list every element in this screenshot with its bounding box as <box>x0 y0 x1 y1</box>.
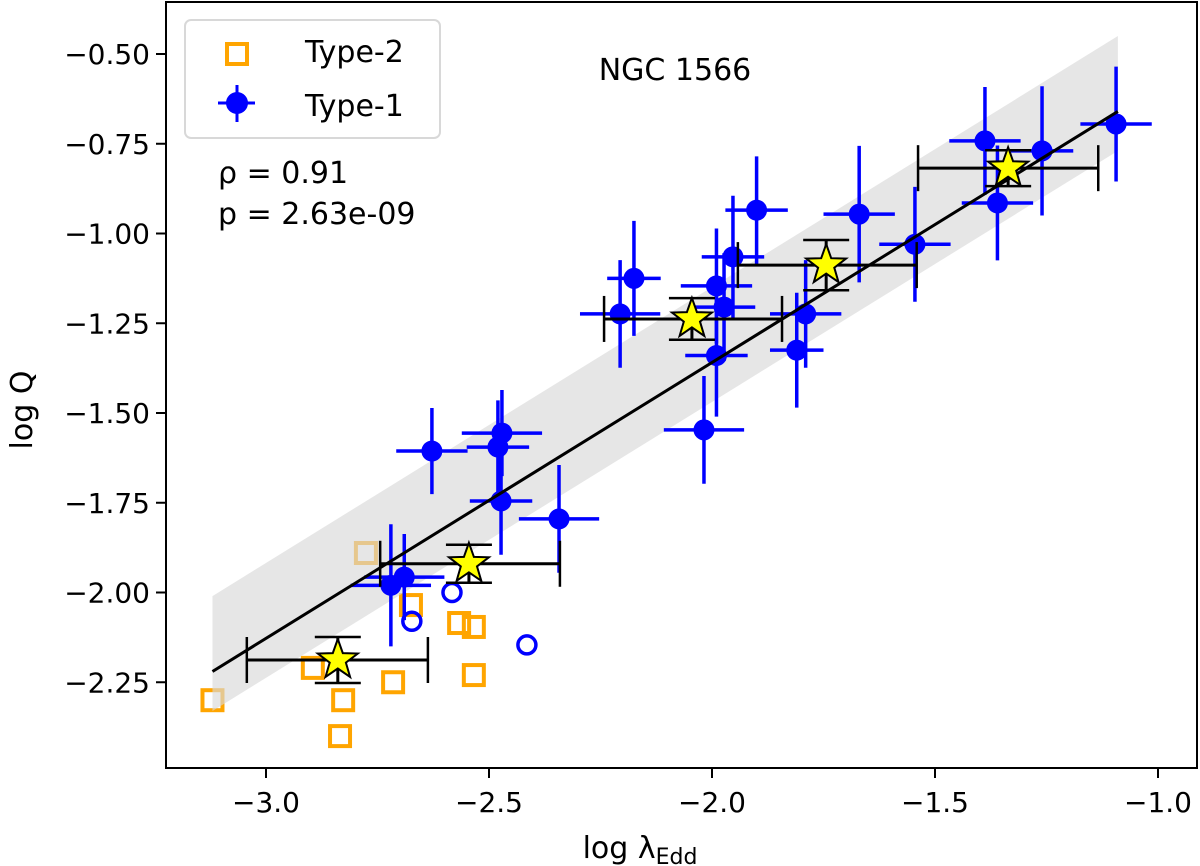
binned-star-point <box>736 238 918 292</box>
type1-point <box>692 253 756 361</box>
type1-marker <box>848 203 870 225</box>
type1-point <box>725 156 788 265</box>
type1-point <box>949 87 1021 195</box>
star-marker <box>314 636 361 680</box>
binned-star-point <box>378 539 562 587</box>
type1-marker <box>713 296 735 318</box>
type1-marker <box>986 192 1008 214</box>
x-tick-label: −1.5 <box>901 786 969 819</box>
type1-marker <box>693 419 715 441</box>
type1-point <box>350 524 432 647</box>
star-marker <box>985 144 1031 188</box>
y-tick-label: −1.50 <box>64 397 150 430</box>
y-tick-label: −2.25 <box>64 666 150 699</box>
plot-frame <box>165 1 1198 769</box>
type1-point <box>1080 66 1152 182</box>
type1-point <box>685 294 748 417</box>
type1-marker <box>786 339 808 361</box>
type1-marker <box>974 130 996 152</box>
binned-star-point <box>245 635 430 685</box>
type1-marker <box>609 303 631 325</box>
type1-point <box>396 407 468 495</box>
binned-star-point <box>916 144 1100 192</box>
y-tick-label: −1.75 <box>64 487 150 520</box>
binned-star-point <box>602 294 784 342</box>
x-tick-label: −2.5 <box>455 786 523 819</box>
type1-marker <box>1105 113 1127 135</box>
type2-point <box>381 670 406 695</box>
open-circle-point <box>441 581 463 604</box>
x-tick-label: −1.0 <box>1124 786 1192 819</box>
legend-type1-marker <box>218 85 255 122</box>
type1-point <box>607 220 661 336</box>
p-value-annotation: p = 2.63e-09 <box>218 197 416 232</box>
y-tick-label: −1.25 <box>64 307 150 340</box>
y-tick-label: −1.00 <box>64 218 150 251</box>
type2-point <box>328 724 353 749</box>
type1-point <box>466 400 530 494</box>
type2-point <box>461 663 486 688</box>
legend-type1-label: Type-1 <box>304 89 404 124</box>
fit-line <box>211 110 1119 673</box>
type2-point <box>331 688 356 713</box>
type2-point <box>398 593 423 618</box>
type1-marker <box>487 436 509 458</box>
rho-annotation: ρ = 0.91 <box>218 156 348 191</box>
x-tick-label: −3.0 <box>232 786 300 819</box>
type2-point <box>300 655 325 680</box>
type1-point <box>663 376 745 484</box>
y-tick-label: −0.50 <box>64 38 150 71</box>
type1-point <box>823 145 895 283</box>
type1-marker <box>623 267 645 289</box>
legend-type2-marker <box>225 42 249 66</box>
type1-point <box>879 186 951 302</box>
type1-point <box>769 292 824 408</box>
type2-point <box>447 611 472 636</box>
type2-point <box>461 614 486 639</box>
open-circle-point <box>401 610 423 632</box>
type1-marker <box>421 440 443 462</box>
star-marker <box>446 539 492 584</box>
chart-title: NGC 1566 <box>599 53 752 88</box>
open-circle-point <box>516 634 538 656</box>
y-tick-label: −0.75 <box>64 128 150 161</box>
legend: Type-2 Type-1 <box>184 19 441 139</box>
x-tick-label: −2.0 <box>678 786 746 819</box>
confidence-band <box>212 36 1118 711</box>
type1-marker <box>380 574 402 596</box>
x-axis-label-sub: Edd <box>656 845 698 866</box>
x-axis-label-main: log λ <box>583 831 656 866</box>
star-marker <box>669 294 715 339</box>
x-axis-label: log λEdd <box>583 831 698 866</box>
legend-type2-label: Type-2 <box>304 35 404 70</box>
type1-marker <box>746 199 768 221</box>
y-tick-label: −2.00 <box>64 577 150 610</box>
type1-marker <box>705 275 727 297</box>
y-axis-label: log Q <box>5 371 40 450</box>
type1-marker <box>705 345 727 367</box>
star-marker <box>803 241 849 285</box>
type1-marker <box>548 508 570 530</box>
